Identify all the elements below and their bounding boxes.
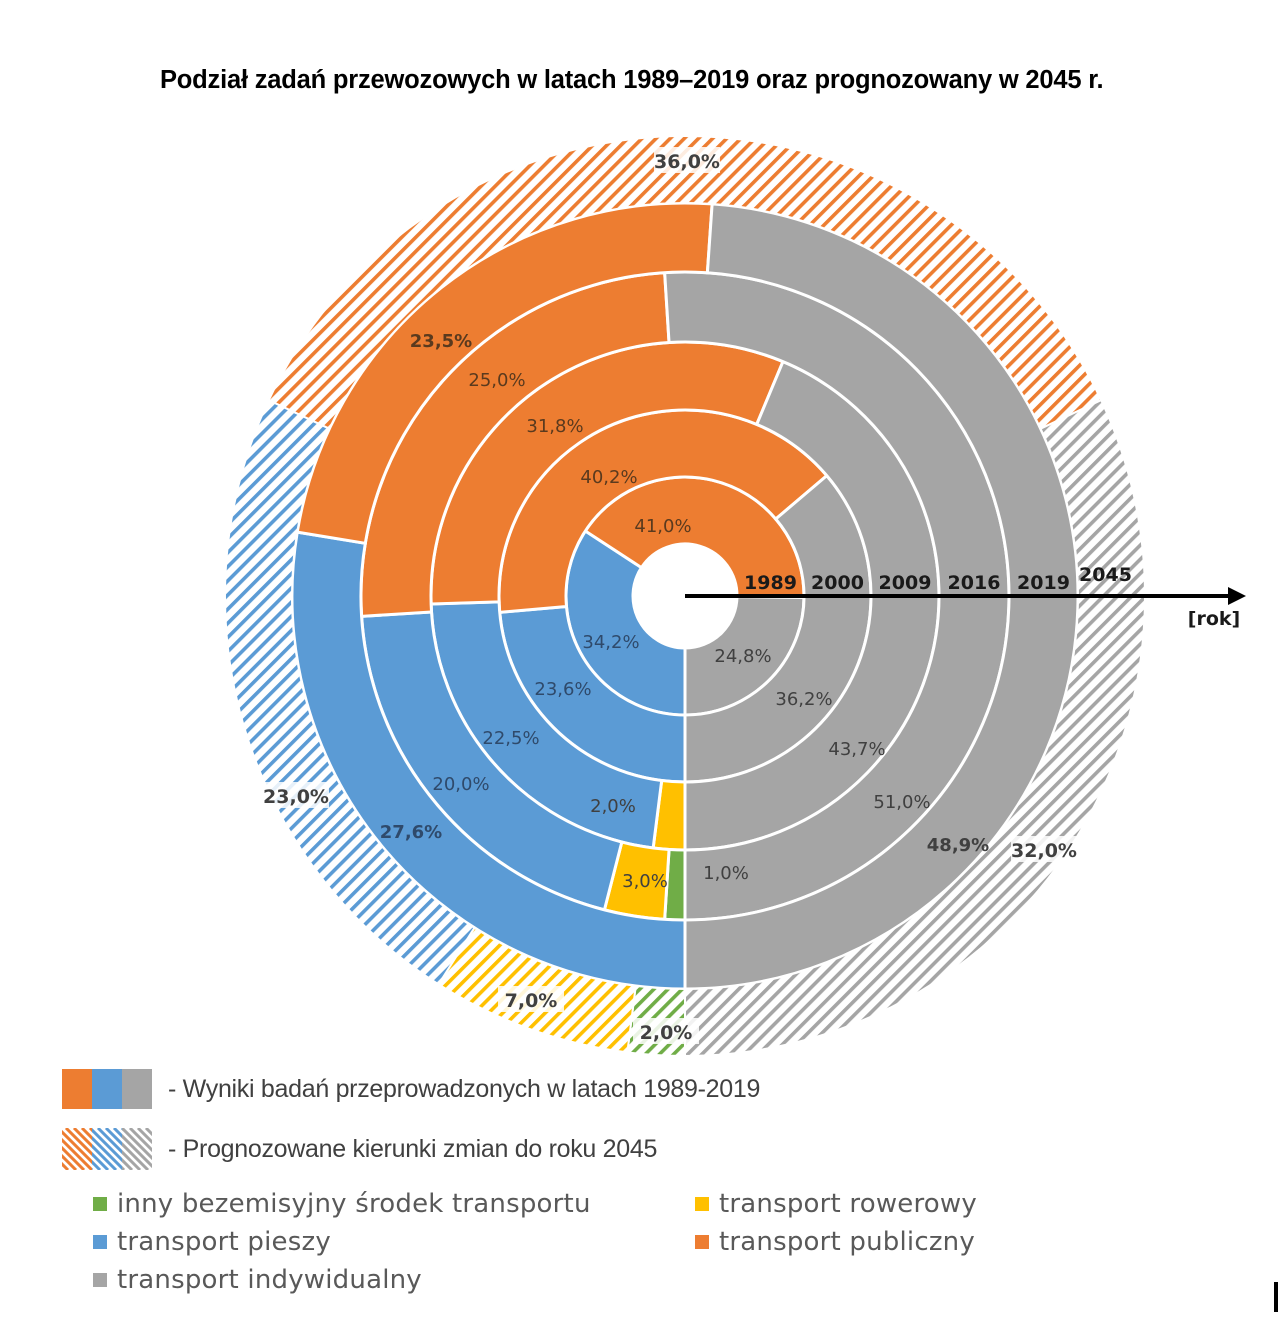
legend-hatched-label: - Prognozowane kierunki zmian do roku 20… [168, 1134, 658, 1163]
data-label-1989-individual: 24,8% [714, 646, 771, 667]
data-label-2000-public: 40,2% [580, 467, 637, 488]
year-label-1989: 1989 [744, 572, 797, 594]
slice-2045-individual [684, 398, 1146, 1058]
legend-item-public: transport publiczny [695, 1227, 975, 1257]
data-label-2019-public: 23,5% [410, 331, 472, 352]
legend-swatch-individual [93, 1273, 107, 1287]
hatch-stroke [122, 1133, 152, 1169]
label-bg-2045-public [654, 147, 720, 173]
chart-title: Podział zadań przewozowych w latach 1989… [160, 66, 1104, 94]
year-label-2045: 2045 [1079, 564, 1132, 586]
hatch-stroke [72, 1128, 92, 1149]
legend-swatch-bicycle [695, 1197, 709, 1211]
data-label-2045-pedestrian: 23,0% [263, 786, 329, 808]
hatch-stroke [62, 1137, 92, 1170]
hatch-stroke [92, 1135, 122, 1170]
hatch-stroke [122, 1141, 150, 1170]
legend-item-label: transport publiczny [719, 1227, 975, 1257]
hatch-stroke [92, 1143, 118, 1170]
data-label-2009-public: 31,8% [526, 416, 583, 437]
legend-item-label: transport pieszy [117, 1227, 331, 1257]
data-label-2016-other: 1,0% [703, 863, 749, 884]
legend-item-label: inny bezemisyjny środek transportu [117, 1189, 591, 1219]
year-axis: 1989 2000 2009 2016 2019 2045 [rok] [685, 564, 1246, 630]
hatch-stroke [92, 1151, 110, 1170]
legend-item-label: transport indywidualny [117, 1265, 422, 1295]
legend-swatch-pedestrian [93, 1235, 107, 1249]
legend-item-individual: transport indywidualny [93, 1265, 422, 1295]
year-label-2009: 2009 [879, 572, 932, 594]
data-label-2016-public: 25,0% [468, 370, 525, 391]
hatch-stroke [80, 1128, 92, 1141]
data-label-2016-bicycle: 3,0% [622, 871, 668, 892]
hatch-stroke [64, 1128, 92, 1157]
data-label-2019-individual: 48,9% [927, 835, 989, 856]
data-label-2000-pedestrian: 23,6% [534, 679, 591, 700]
data-label-2000-individual: 36,2% [775, 689, 832, 710]
hatch-stroke [62, 1145, 86, 1170]
data-label-2009-bicycle: 2,0% [590, 796, 636, 817]
label-bg-2045-individual [1011, 836, 1077, 862]
axis-arrowhead-icon [1228, 587, 1246, 605]
data-label-2045-bicycle: 7,0% [505, 990, 558, 1012]
hatch-stroke [128, 1128, 152, 1153]
legend-hatched-row: - Prognozowane kierunki zmian do roku 20… [62, 1128, 657, 1170]
hatch-stroke [92, 1128, 122, 1163]
data-label-2019-pedestrian: 27,6% [380, 822, 442, 843]
text-cursor [1274, 1282, 1278, 1312]
hatch-stroke [62, 1153, 78, 1170]
year-label-2000: 2000 [811, 572, 864, 594]
legend-item-bicycle: transport rowerowy [695, 1189, 977, 1219]
hatch-stroke [122, 1149, 142, 1170]
slice-2045-public [267, 135, 1103, 430]
axis-unit-label: [rok] [1188, 608, 1240, 630]
legend-swatch-other [93, 1197, 107, 1211]
data-label-2045-individual: 32,0% [1011, 840, 1077, 862]
rings-layer [224, 135, 1146, 1058]
hatch-stroke [96, 1128, 122, 1155]
legend-hatched-swatch [62, 1128, 152, 1170]
legend-item-label: transport rowerowy [719, 1189, 977, 1219]
label-bg-2045-pedestrian [263, 782, 329, 808]
data-label-1989-pedestrian: 34,2% [582, 632, 639, 653]
data-labels: 24,8% 41,0% 34,2% 36,2% 40,2% 23,6% 43,7% 31,8%… [263, 147, 1077, 1044]
legend-item-pedestrian: transport pieszy [93, 1227, 331, 1257]
legend-solid-swatch [62, 1069, 152, 1109]
legend-solid-row: - Wyniki badań przeprowadzonych w latach… [62, 1069, 760, 1109]
hatch-stroke [122, 1157, 134, 1170]
label-bg-2045-bicycle [498, 986, 564, 1012]
hatch-stroke [92, 1159, 102, 1170]
hatch-stroke [112, 1128, 122, 1139]
data-label-2009-individual: 43,7% [828, 739, 885, 760]
hatch-stroke [62, 1129, 92, 1165]
legend-item-other: inny bezemisyjny środek transportu [93, 1189, 591, 1219]
hatch-stroke [104, 1128, 122, 1147]
legend-swatch-public [695, 1235, 709, 1249]
data-label-2009-pedestrian: 22,5% [482, 728, 539, 749]
data-label-2016-individual: 51,0% [873, 792, 930, 813]
hatch-stroke [122, 1128, 152, 1161]
data-label-2045-public: 36,0% [654, 151, 720, 173]
hatch-stroke [136, 1128, 152, 1145]
data-label-2045-other: 2,0% [640, 1022, 693, 1044]
year-label-2019: 2019 [1017, 572, 1070, 594]
legend-solid-label: - Wyniki badań przeprowadzonych w latach… [168, 1074, 761, 1103]
year-label-2016: 2016 [948, 572, 1001, 594]
label-bg-2045-other [633, 1018, 699, 1044]
data-label-2016-pedestrian: 20,0% [432, 774, 489, 795]
data-label-1989-public: 41,0% [634, 516, 691, 537]
